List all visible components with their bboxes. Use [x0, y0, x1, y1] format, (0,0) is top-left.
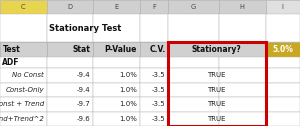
Text: Stat: Stat	[73, 45, 91, 54]
Bar	[93, 14, 140, 42]
Bar	[140, 0, 168, 14]
Bar	[0, 0, 46, 14]
Bar	[93, 97, 140, 112]
Bar	[0, 97, 46, 112]
Text: -3.5: -3.5	[152, 116, 166, 122]
Bar	[0, 83, 46, 97]
Text: F: F	[152, 4, 156, 10]
Text: -3.5: -3.5	[152, 101, 166, 107]
Text: Test: Test	[2, 45, 20, 54]
Bar	[266, 0, 300, 14]
Text: E: E	[114, 4, 118, 10]
Bar	[0, 14, 46, 42]
Bar	[168, 0, 219, 14]
Text: C: C	[21, 4, 26, 10]
Bar	[168, 14, 219, 42]
Bar	[93, 68, 140, 83]
Text: C.V.: C.V.	[149, 45, 166, 54]
Text: -3.5: -3.5	[152, 72, 166, 78]
Text: Stationary?: Stationary?	[192, 45, 242, 54]
Bar	[140, 14, 168, 42]
Bar	[0, 112, 46, 126]
Text: TRUE: TRUE	[208, 101, 226, 107]
Bar	[140, 68, 168, 83]
Text: P-Value: P-Value	[105, 45, 137, 54]
Text: H: H	[240, 4, 245, 10]
Text: G: G	[191, 4, 196, 10]
Bar	[219, 57, 266, 68]
Bar	[93, 0, 140, 14]
Bar	[93, 57, 140, 68]
Bar	[46, 0, 93, 14]
Bar	[168, 68, 219, 83]
Bar	[168, 42, 266, 57]
Text: Const + Trend: Const + Trend	[0, 101, 44, 107]
Text: TRUE: TRUE	[208, 87, 226, 93]
Bar	[140, 57, 168, 68]
Bar	[168, 42, 266, 126]
Text: TRUE: TRUE	[208, 116, 226, 122]
Text: 1.0%: 1.0%	[119, 72, 137, 78]
Bar	[140, 42, 168, 57]
Text: Const+Trend+Trend^2: Const+Trend+Trend^2	[0, 116, 44, 122]
Text: -9.6: -9.6	[77, 116, 91, 122]
Text: 5.0%: 5.0%	[272, 45, 293, 54]
Bar	[168, 57, 219, 68]
Bar	[93, 83, 140, 97]
Bar	[140, 83, 168, 97]
Text: I: I	[282, 4, 284, 10]
Text: -9.7: -9.7	[77, 101, 91, 107]
Bar	[0, 68, 46, 83]
Bar	[219, 0, 266, 14]
Bar	[168, 97, 219, 112]
Bar	[219, 14, 266, 42]
Bar	[266, 42, 300, 57]
Bar	[93, 112, 140, 126]
Bar	[46, 14, 93, 42]
Bar	[266, 57, 300, 68]
Bar	[93, 42, 140, 57]
Text: ADF: ADF	[2, 58, 20, 67]
Bar	[46, 57, 93, 68]
Bar	[266, 112, 300, 126]
Text: 1.0%: 1.0%	[119, 101, 137, 107]
Text: -9.4: -9.4	[77, 87, 91, 93]
Bar	[46, 112, 93, 126]
Bar	[46, 83, 93, 97]
Bar	[140, 97, 168, 112]
Bar	[140, 112, 168, 126]
Bar	[219, 97, 266, 112]
Bar	[219, 68, 266, 83]
Text: 1.0%: 1.0%	[119, 87, 137, 93]
Bar	[266, 14, 300, 42]
Bar	[219, 83, 266, 97]
Text: -3.5: -3.5	[152, 87, 166, 93]
Text: Const-Only: Const-Only	[5, 87, 44, 93]
Bar	[46, 97, 93, 112]
Bar	[168, 83, 219, 97]
Bar	[46, 42, 93, 57]
Text: No Const: No Const	[12, 72, 44, 78]
Bar	[168, 112, 219, 126]
Text: Stationary Test: Stationary Test	[49, 24, 121, 33]
Bar	[219, 112, 266, 126]
Text: TRUE: TRUE	[208, 72, 226, 78]
Bar	[266, 97, 300, 112]
Text: -9.4: -9.4	[77, 72, 91, 78]
Bar	[46, 68, 93, 83]
Bar	[266, 68, 300, 83]
Bar	[266, 83, 300, 97]
Bar	[0, 42, 46, 57]
Text: D: D	[67, 4, 72, 10]
Text: 1.0%: 1.0%	[119, 116, 137, 122]
Bar	[0, 57, 46, 68]
